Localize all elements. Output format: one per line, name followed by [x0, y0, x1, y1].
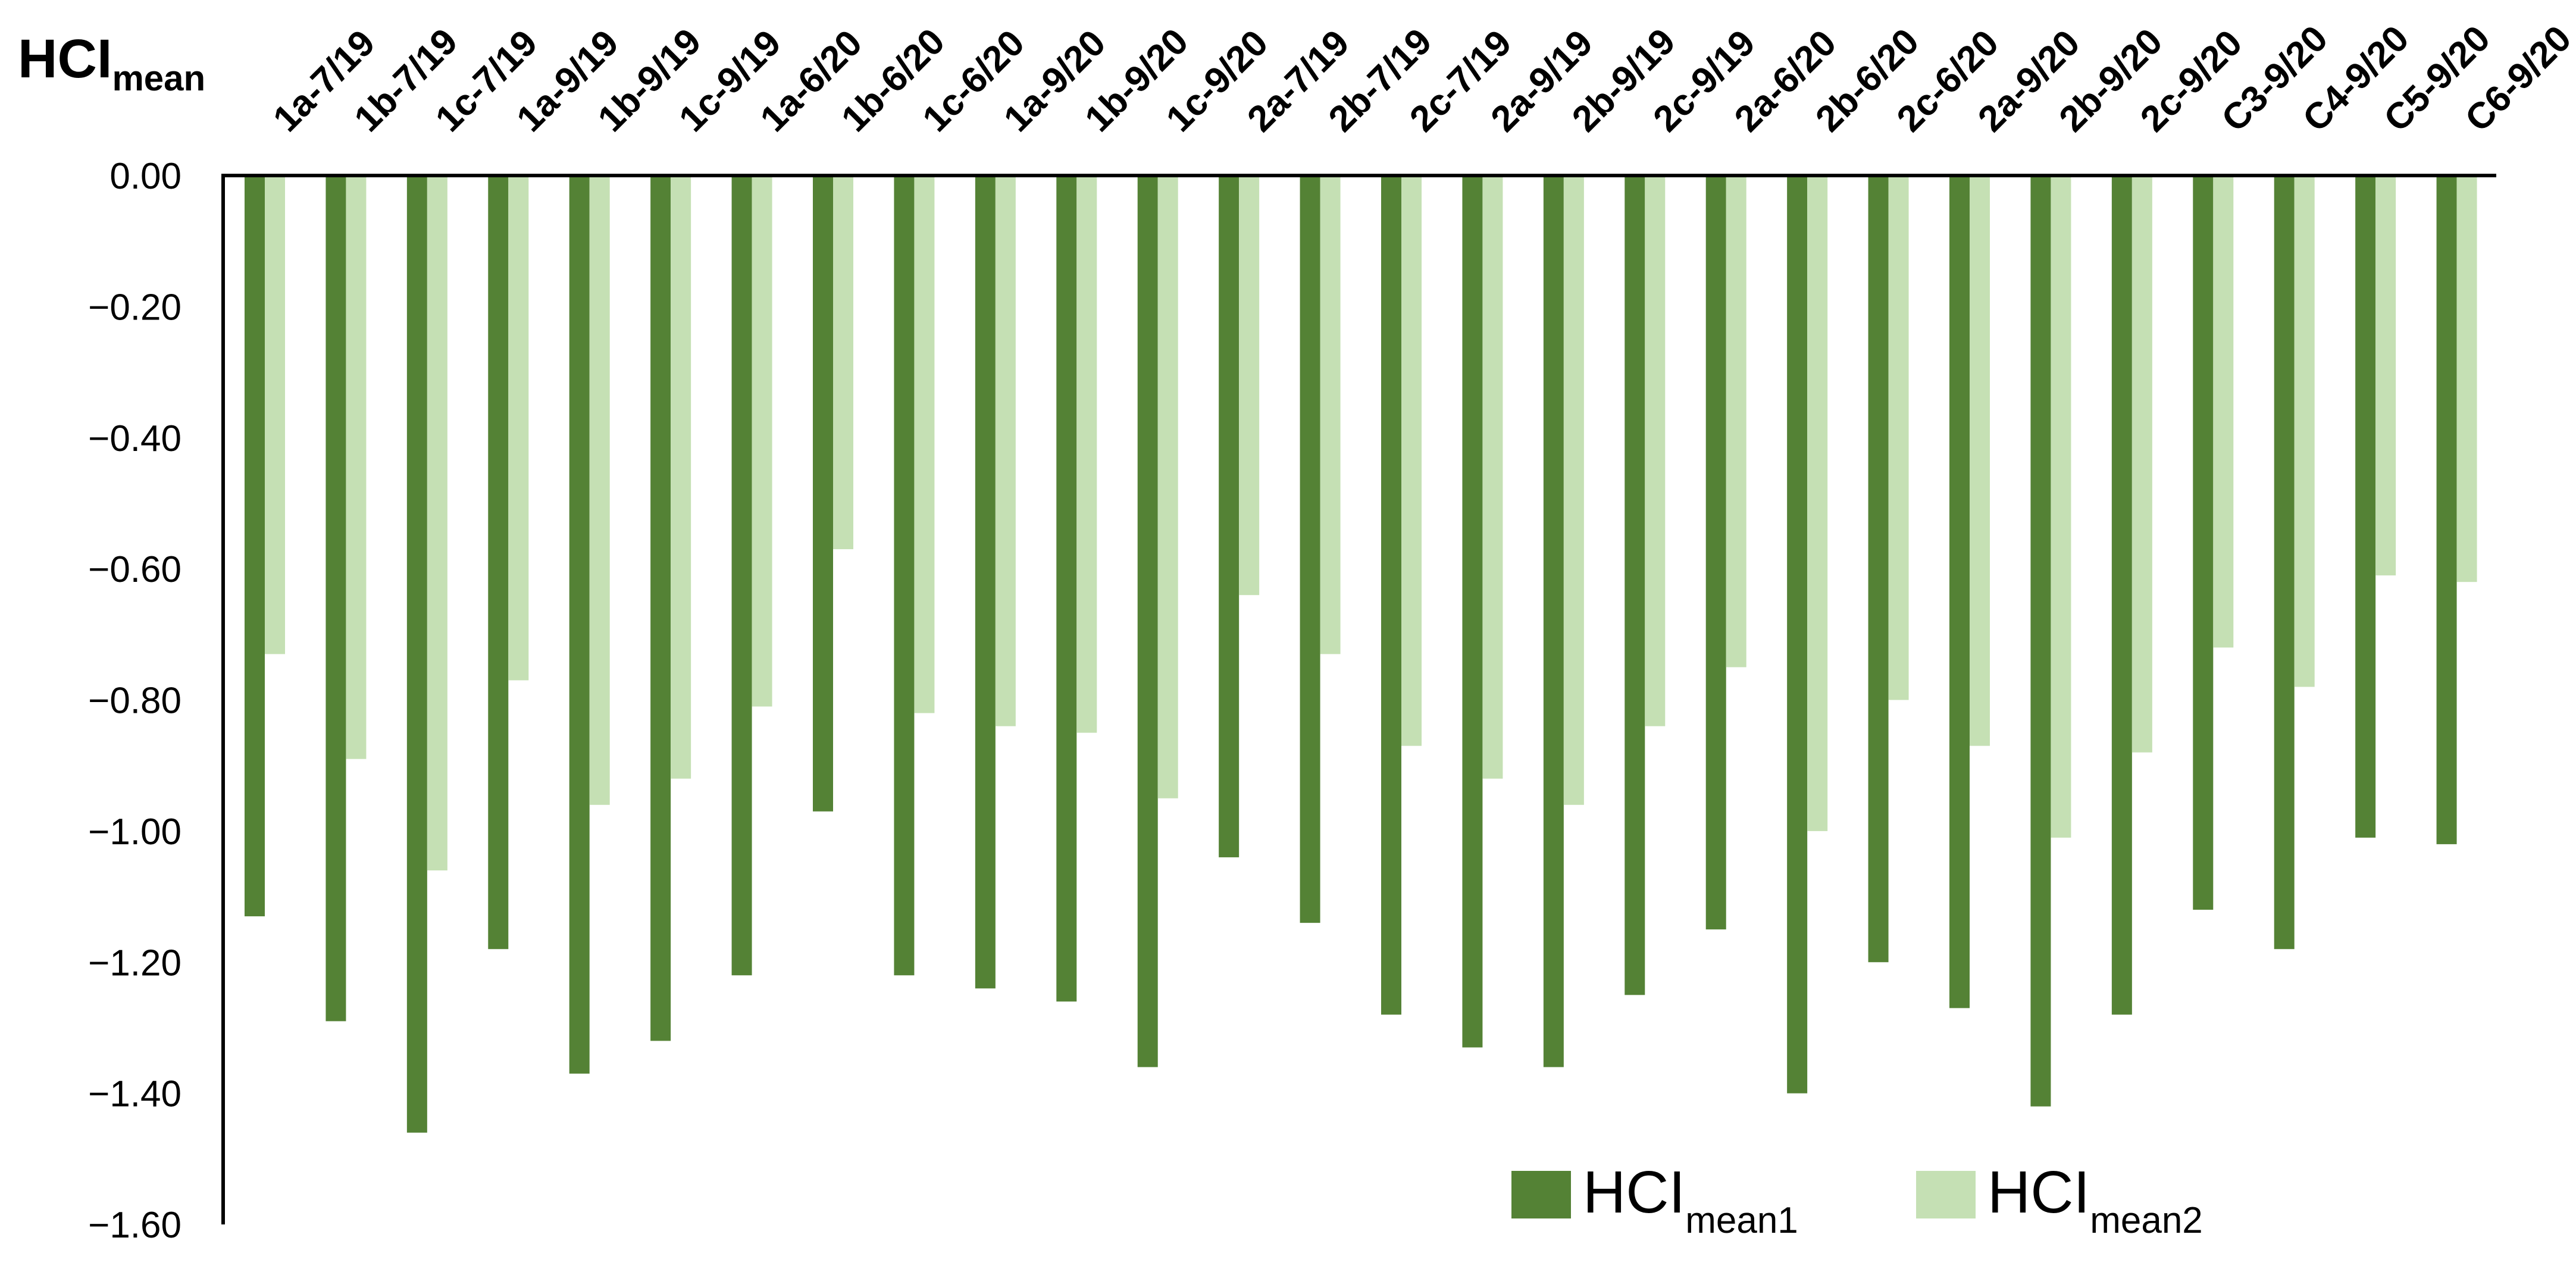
- chart-title-sub: mean: [112, 58, 205, 98]
- bars: [245, 176, 2477, 1133]
- bar-mean1-2a-6/20: [1705, 176, 1726, 930]
- chart-title: HCImean: [18, 29, 205, 98]
- bar-mean2-2c-6/20: [1888, 176, 1909, 700]
- bar-mean1-C6-9/20: [2436, 176, 2457, 844]
- bar-mean1-1c-6/20: [894, 176, 915, 976]
- bar-mean1-2b-6/20: [1787, 176, 1808, 1094]
- bar-mean1-1b-6/20: [813, 176, 833, 812]
- bar-mean1-2b-9/20: [2030, 176, 2051, 1107]
- bar-mean2-1c-9/19: [671, 176, 691, 779]
- bar-mean1-C5-9/20: [2355, 176, 2376, 838]
- bar-mean2-2c-9/19: [1645, 176, 1666, 726]
- bar-mean1-2a-9/20: [1949, 176, 1970, 1008]
- bar-mean2-1a-9/19: [508, 176, 529, 681]
- bar-mean2-C5-9/20: [2375, 176, 2396, 576]
- svg-text:HCImean: HCImean: [18, 29, 205, 98]
- legend-label-mean2-sub: mean2: [2090, 1200, 2203, 1241]
- bar-mean1-1a-6/20: [731, 176, 752, 976]
- bar-mean1-2a-9/19: [1462, 176, 1483, 1048]
- y-tick-label: −0.80: [88, 681, 181, 722]
- bar-mean1-1b-7/19: [325, 176, 346, 1022]
- svg-text:HCImean1: HCImean1: [1583, 1159, 1798, 1241]
- svg-text:HCImean2: HCImean2: [1987, 1159, 2203, 1241]
- bar-mean1-1b-9/19: [569, 176, 590, 1074]
- bar-mean1-1c-7/19: [406, 176, 427, 1133]
- bar-mean2-C4-9/20: [2294, 176, 2315, 687]
- bar-mean2-2a-6/20: [1726, 176, 1746, 668]
- y-tick-label: −1.20: [88, 942, 181, 983]
- bar-mean1-1a-7/19: [245, 176, 265, 917]
- bar-mean1-1a-9/19: [488, 176, 509, 950]
- bar-mean2-1a-6/20: [752, 176, 772, 707]
- bar-mean1-2c-9/19: [1625, 176, 1645, 995]
- bar-mean1-C3-9/20: [2193, 176, 2214, 910]
- bar-mean1-2c-6/20: [1868, 176, 1889, 963]
- bar-mean1-2c-9/20: [2111, 176, 2132, 1015]
- bar-mean2-1c-9/20: [1157, 176, 1178, 798]
- bar-mean2-2a-9/20: [1970, 176, 1990, 746]
- bar-mean2-1a-9/20: [995, 176, 1016, 726]
- y-tick-label: −1.40: [88, 1074, 181, 1115]
- bar-mean1-2a-7/19: [1219, 176, 1240, 857]
- bar-mean2-2b-9/19: [1563, 176, 1584, 805]
- y-tick-label: −1.60: [88, 1205, 181, 1246]
- bar-mean2-2a-9/19: [1482, 176, 1503, 779]
- bar-mean2-1b-9/20: [1076, 176, 1097, 733]
- bar-mean2-2b-6/20: [1807, 176, 1828, 831]
- bar-mean2-C6-9/20: [2456, 176, 2477, 582]
- bar-mean2-1b-6/20: [833, 176, 853, 550]
- bar-mean2-C3-9/20: [2213, 176, 2234, 648]
- legend-label-mean1-sub: mean1: [1685, 1200, 1798, 1241]
- bar-mean1-C4-9/20: [2274, 176, 2295, 950]
- bar-mean1-1a-9/20: [975, 176, 996, 989]
- legend: HCImean1 HCImean2: [1511, 1159, 2203, 1241]
- y-tick-label: 0.00: [109, 156, 181, 197]
- y-tick-label: −1.00: [88, 812, 181, 853]
- bar-mean2-1c-6/20: [914, 176, 935, 713]
- y-axis-ticks: 0.00 −0.20 −0.40 −0.60 −0.80 −1.00 −1.20 −1.40 −…: [88, 156, 181, 1246]
- bar-mean2-1c-7/19: [427, 176, 447, 870]
- bar-mean2-1a-7/19: [265, 176, 285, 654]
- legend-swatch-mean2: [1916, 1171, 1976, 1218]
- bar-mean2-1b-9/19: [589, 176, 610, 805]
- legend-label-mean2: HCI: [1987, 1159, 2090, 1226]
- y-tick-label: −0.40: [88, 418, 181, 459]
- bar-mean1-2b-9/19: [1543, 176, 1564, 1067]
- y-tick-label: −0.60: [88, 549, 181, 590]
- bar-mean1-2b-7/19: [1300, 176, 1320, 923]
- bar-mean2-2a-7/19: [1239, 176, 1260, 596]
- y-tick-label: −0.20: [88, 287, 181, 328]
- bar-mean1-1c-9/20: [1137, 176, 1158, 1067]
- legend-label-mean1: HCI: [1583, 1159, 1685, 1226]
- bar-mean2-2c-9/20: [2131, 176, 2152, 753]
- bar-mean2-2c-7/19: [1401, 176, 1422, 746]
- bar-mean2-2b-9/20: [2051, 176, 2071, 838]
- x-axis-labels: 1a-7/191b-7/191c-7/191a-9/191b-9/191c-9/…: [265, 18, 2576, 140]
- bar-mean2-2b-7/19: [1320, 176, 1341, 654]
- bar-mean1-1c-9/19: [650, 176, 671, 1041]
- bar-mean1-1b-9/20: [1056, 176, 1077, 1002]
- bar-mean1-2c-7/19: [1381, 176, 1401, 1015]
- bar-mean2-1b-7/19: [346, 176, 367, 759]
- chart-title-main: HCI: [18, 29, 112, 89]
- legend-swatch-mean1: [1511, 1171, 1571, 1218]
